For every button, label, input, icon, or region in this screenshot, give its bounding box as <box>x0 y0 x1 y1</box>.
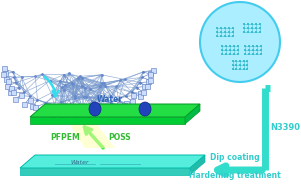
Polygon shape <box>122 103 127 108</box>
Polygon shape <box>20 93 24 98</box>
Circle shape <box>200 2 280 82</box>
Polygon shape <box>141 90 146 95</box>
Polygon shape <box>2 67 7 71</box>
Text: PFPEM: PFPEM <box>50 133 80 143</box>
Polygon shape <box>50 112 55 117</box>
Polygon shape <box>131 93 136 98</box>
Text: Water: Water <box>71 160 89 166</box>
Polygon shape <box>78 115 83 120</box>
Polygon shape <box>190 155 205 175</box>
Polygon shape <box>20 155 205 168</box>
Polygon shape <box>102 110 107 115</box>
Polygon shape <box>5 84 10 89</box>
Polygon shape <box>28 98 33 103</box>
Polygon shape <box>8 90 13 95</box>
Polygon shape <box>185 104 200 124</box>
Polygon shape <box>30 117 185 124</box>
Polygon shape <box>73 112 78 117</box>
Polygon shape <box>30 104 36 109</box>
Polygon shape <box>138 94 143 99</box>
Polygon shape <box>5 77 9 82</box>
Polygon shape <box>22 102 27 107</box>
Polygon shape <box>11 91 16 95</box>
Polygon shape <box>54 109 60 114</box>
Polygon shape <box>146 79 151 84</box>
Ellipse shape <box>89 102 101 116</box>
Polygon shape <box>148 71 153 76</box>
Polygon shape <box>6 79 11 84</box>
Polygon shape <box>150 68 156 73</box>
Polygon shape <box>142 84 147 89</box>
Text: POSS: POSS <box>109 133 131 143</box>
Polygon shape <box>124 101 129 106</box>
Polygon shape <box>70 122 115 148</box>
Polygon shape <box>59 112 64 117</box>
Polygon shape <box>20 168 190 175</box>
Polygon shape <box>145 84 150 89</box>
Text: Hardening treatment: Hardening treatment <box>189 170 281 180</box>
Polygon shape <box>90 115 95 120</box>
Polygon shape <box>148 78 154 83</box>
Polygon shape <box>117 102 123 107</box>
Polygon shape <box>1 72 6 77</box>
Polygon shape <box>38 109 43 114</box>
Text: Dip coating: Dip coating <box>210 153 260 163</box>
Polygon shape <box>105 110 110 115</box>
Polygon shape <box>97 110 101 115</box>
Polygon shape <box>112 109 116 114</box>
Text: Water: Water <box>97 94 123 104</box>
Polygon shape <box>148 72 153 77</box>
Polygon shape <box>138 91 143 96</box>
Polygon shape <box>30 104 200 117</box>
Polygon shape <box>65 115 70 120</box>
Polygon shape <box>129 99 135 104</box>
Polygon shape <box>13 97 18 102</box>
Text: N3390: N3390 <box>270 123 300 132</box>
Polygon shape <box>9 86 14 91</box>
Polygon shape <box>33 105 38 110</box>
Polygon shape <box>86 112 91 117</box>
Ellipse shape <box>139 102 151 116</box>
Polygon shape <box>3 71 8 77</box>
Polygon shape <box>46 108 51 112</box>
